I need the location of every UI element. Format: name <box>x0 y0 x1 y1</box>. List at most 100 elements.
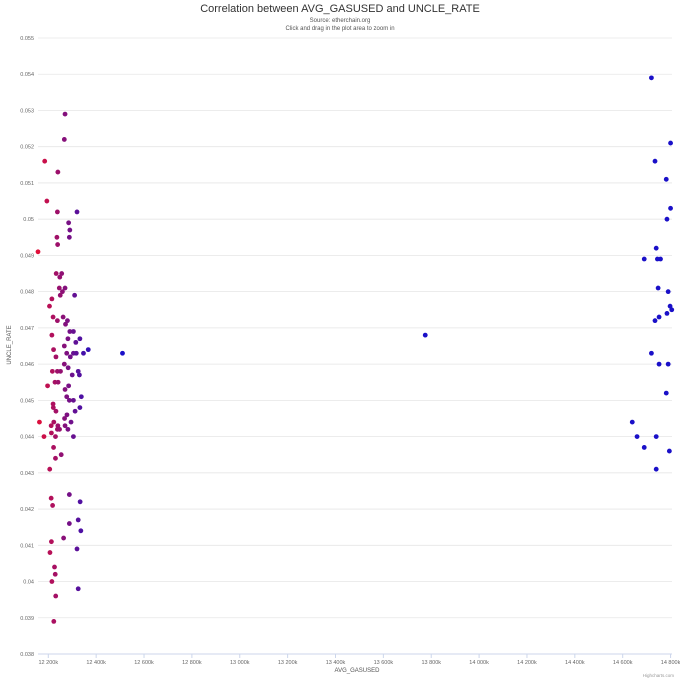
scatter-point[interactable] <box>668 205 673 211</box>
scatter-point[interactable] <box>57 426 62 432</box>
scatter-point[interactable] <box>48 495 54 501</box>
scatter-point[interactable] <box>652 158 658 164</box>
scatter-point[interactable] <box>75 517 81 523</box>
scatter-point[interactable] <box>49 332 55 338</box>
scatter-point[interactable] <box>61 535 67 541</box>
scatter-point[interactable] <box>63 321 68 327</box>
scatter-point[interactable] <box>64 412 70 418</box>
scatter-point[interactable] <box>59 271 65 276</box>
scatter-point[interactable] <box>35 249 41 255</box>
scatter-point[interactable] <box>49 430 54 436</box>
scatter-point[interactable] <box>61 343 67 349</box>
scatter-point[interactable] <box>64 394 70 400</box>
scatter-point[interactable] <box>663 176 669 182</box>
scatter-point[interactable] <box>47 303 52 309</box>
scatter-point[interactable] <box>75 368 81 374</box>
scatter-point[interactable] <box>49 368 55 374</box>
scatter-point[interactable] <box>64 350 70 356</box>
scatter-point[interactable] <box>49 539 54 545</box>
scatter-point[interactable] <box>81 350 86 356</box>
scatter-point[interactable] <box>664 310 670 316</box>
scatter-point[interactable] <box>62 416 67 421</box>
scatter-point[interactable] <box>51 618 57 624</box>
scatter-point[interactable] <box>77 372 82 378</box>
scatter-point[interactable] <box>52 564 57 570</box>
scatter-point[interactable] <box>629 419 635 425</box>
scatter-point[interactable] <box>49 579 55 584</box>
scatter-point[interactable] <box>669 307 675 313</box>
scatter-point[interactable] <box>66 397 72 403</box>
scatter-point[interactable] <box>66 383 72 389</box>
data-points[interactable] <box>35 75 675 624</box>
scatter-point[interactable] <box>73 339 79 345</box>
scatter-point[interactable] <box>52 571 58 577</box>
scatter-point[interactable] <box>56 285 62 291</box>
scatter-point[interactable] <box>69 372 75 378</box>
scatter-point[interactable] <box>42 158 48 164</box>
scatter-point[interactable] <box>422 332 428 338</box>
scatter-point[interactable] <box>120 350 125 356</box>
scatter-point[interactable] <box>45 383 50 389</box>
scatter-point[interactable] <box>58 368 63 374</box>
scatter-point[interactable] <box>65 336 71 342</box>
credits-label[interactable]: Highcharts.com <box>643 673 675 678</box>
scatter-point[interactable] <box>65 426 71 432</box>
scatter-point[interactable] <box>71 329 76 334</box>
scatter-point[interactable] <box>668 140 673 146</box>
scatter-point[interactable] <box>641 256 647 262</box>
scatter-point[interactable] <box>49 296 55 302</box>
scatter-point[interactable] <box>655 256 660 262</box>
scatter-point[interactable] <box>48 423 54 429</box>
scatter-point[interactable] <box>655 285 661 291</box>
scatter-point[interactable] <box>77 336 83 342</box>
scatter-point[interactable] <box>54 318 60 324</box>
scatter-point[interactable] <box>67 354 73 360</box>
scatter-point[interactable] <box>78 528 84 534</box>
scatter-point[interactable] <box>665 361 671 367</box>
scatter-point[interactable] <box>57 274 63 280</box>
scatter-point[interactable] <box>66 521 72 526</box>
scatter-point[interactable] <box>65 365 71 371</box>
scatter-point[interactable] <box>53 271 59 276</box>
scatter-point[interactable] <box>51 445 56 450</box>
scatter-point[interactable] <box>641 445 647 450</box>
scatter-point[interactable] <box>649 350 654 356</box>
scatter-point[interactable] <box>61 137 67 142</box>
scatter-point[interactable] <box>71 397 76 403</box>
scatter-point[interactable] <box>72 408 78 414</box>
scatter-point[interactable] <box>62 285 68 291</box>
scatter-point[interactable] <box>75 586 81 592</box>
scatter-point[interactable] <box>53 354 59 360</box>
scatter-point[interactable] <box>62 387 68 392</box>
scatter-point[interactable] <box>51 419 57 425</box>
scatter-point[interactable] <box>66 492 72 497</box>
scatter-point[interactable] <box>37 419 42 425</box>
scatter-point[interactable] <box>656 314 662 320</box>
scatter-point[interactable] <box>666 448 672 454</box>
scatter-point[interactable] <box>53 593 59 599</box>
scatter-point[interactable] <box>55 242 61 247</box>
scatter-point[interactable] <box>667 303 673 309</box>
scatter-point[interactable] <box>58 452 64 458</box>
scatter-point[interactable] <box>55 423 61 429</box>
scatter-point[interactable] <box>62 111 68 117</box>
scatter-point[interactable] <box>665 289 671 295</box>
scatter-point[interactable] <box>656 361 662 367</box>
scatter-point[interactable] <box>57 292 63 298</box>
scatter-point[interactable] <box>61 361 67 367</box>
scatter-point[interactable] <box>50 401 56 407</box>
scatter-point[interactable] <box>53 455 58 461</box>
scatter-point[interactable] <box>53 434 58 439</box>
scatter-point[interactable] <box>47 550 53 555</box>
scatter-point[interactable] <box>74 209 80 215</box>
scatter-point[interactable] <box>41 434 47 439</box>
scatter-point[interactable] <box>74 546 80 552</box>
scatter-point[interactable] <box>68 419 74 425</box>
scatter-point[interactable] <box>77 405 83 410</box>
scatter-point[interactable] <box>50 314 56 320</box>
scatter-point[interactable] <box>78 394 84 400</box>
scatter-point[interactable] <box>65 318 70 324</box>
scatter-point[interactable] <box>67 227 73 233</box>
scatter-point[interactable] <box>66 220 72 226</box>
